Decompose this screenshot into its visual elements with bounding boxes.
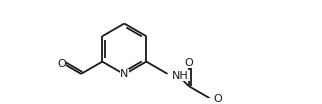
- Text: NH: NH: [172, 71, 189, 81]
- Text: O: O: [57, 59, 66, 69]
- Text: O: O: [213, 94, 223, 104]
- Text: O: O: [184, 58, 193, 68]
- Text: N: N: [120, 69, 128, 79]
